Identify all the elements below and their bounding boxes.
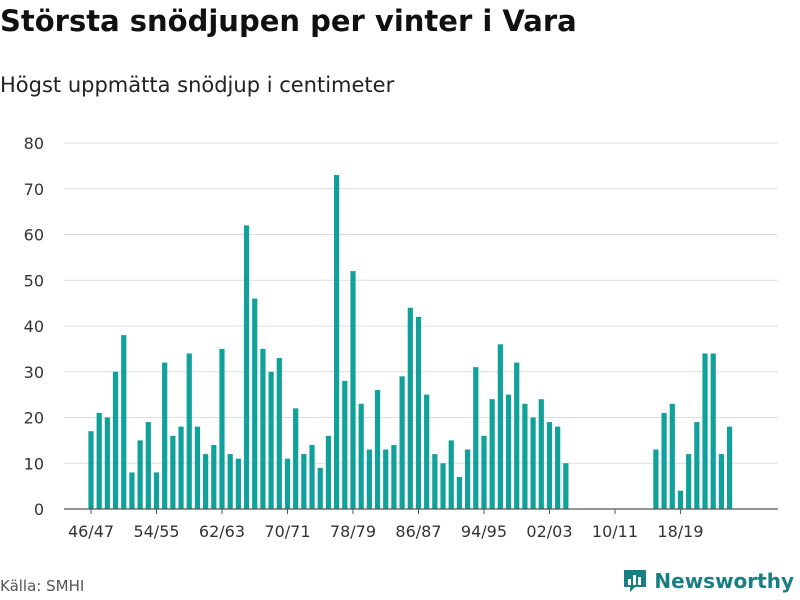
bar: 85/86: 44 xyxy=(407,307,413,509)
y-axis-ticks: 0 10 20 30 40 50 60 70 80 xyxy=(24,134,44,519)
y-tick-label: 70 xyxy=(24,180,44,199)
x-tick-label: 86/87 xyxy=(395,522,441,541)
bar: 48/49: 20 xyxy=(104,417,110,509)
bar: 69/70: 33 xyxy=(276,358,282,509)
bar: 73/74: 14 xyxy=(309,444,315,509)
bar: 86/87: 42 xyxy=(415,316,422,509)
bar: 16/17: 21 xyxy=(661,412,667,509)
bar: 00/01: 20 xyxy=(530,417,536,509)
bar: 81/82: 26 xyxy=(374,390,381,509)
bars: 46/47: 1747/48: 2148/49: 2049/50: 3050/5… xyxy=(88,175,733,510)
bar: 83/84: 14 xyxy=(391,444,397,509)
bar: 58/59: 34 xyxy=(186,353,192,509)
bar: 19/20: 12 xyxy=(686,454,692,509)
bar-chart: 0 10 20 30 40 50 60 70 80 46/47: 1747/48: 2148/4… xyxy=(24,134,778,541)
x-tick-label: 46/47 xyxy=(68,522,114,541)
bar: 78/79: 52 xyxy=(350,271,356,509)
source-note: Källa: SMHI xyxy=(0,577,85,595)
bar: 94/95: 16 xyxy=(481,435,487,509)
x-tick-label: 18/19 xyxy=(657,522,703,541)
x-tick-label: 54/55 xyxy=(133,522,179,541)
bar: 87/88: 25 xyxy=(424,394,430,510)
bar: 88/89: 12 xyxy=(432,454,438,509)
bar: 53/54: 19 xyxy=(145,422,151,509)
y-tick-label: 30 xyxy=(24,363,44,382)
bar: 71/72: 22 xyxy=(293,408,299,509)
bar: 50/51: 38 xyxy=(121,335,127,509)
bar: 98/99: 32 xyxy=(514,362,520,509)
bar: 03/04: 18 xyxy=(555,426,561,509)
bar: 65/66: 62 xyxy=(243,225,250,509)
bar: 84/85: 29 xyxy=(399,376,405,509)
x-tick-label: 70/71 xyxy=(264,522,310,541)
brand-logo: Newsworthy xyxy=(622,568,794,594)
bar: 72/73: 12 xyxy=(301,454,307,509)
bar: 15/16: 13 xyxy=(653,449,659,509)
bar: 75/76: 16 xyxy=(325,435,332,509)
y-tick-label: 60 xyxy=(24,226,44,245)
bar: 04/05: 10 xyxy=(563,463,569,509)
bar: 95/96: 24 xyxy=(489,399,495,509)
brand-name: Newsworthy xyxy=(654,569,794,593)
bar: 96/97: 36 xyxy=(497,344,503,509)
x-tick-label: 10/11 xyxy=(592,522,638,541)
bar: 61/62: 14 xyxy=(211,444,217,509)
bar: 64/65: 11 xyxy=(235,458,241,509)
bar: 01/02: 24 xyxy=(538,399,544,509)
bar: 22/23: 34 xyxy=(710,353,716,509)
x-axis: 46/47 54/55 62/63 70/71 78/79 86/87 94/95 02/03… xyxy=(64,508,778,541)
bar: 92/93: 13 xyxy=(465,449,471,509)
x-tick-label: 02/03 xyxy=(526,522,572,541)
bar: 56/57: 16 xyxy=(170,435,176,509)
y-tick-label: 10 xyxy=(24,454,44,473)
x-tick-label: 78/79 xyxy=(330,522,376,541)
bar: 91/92: 7 xyxy=(456,476,463,509)
bar: 62/63: 35 xyxy=(219,348,225,510)
bar: 93/94: 31 xyxy=(473,367,479,509)
bar: 17/18: 23 xyxy=(669,403,675,509)
x-tick-label: 62/63 xyxy=(199,522,245,541)
x-tick-label: 94/95 xyxy=(461,522,507,541)
chart-title: Största snödjupen per vinter i Vara xyxy=(0,4,577,38)
bar: 97/98: 25 xyxy=(505,394,512,510)
bar: 79/80: 23 xyxy=(358,403,364,509)
bar: 46/47: 17 xyxy=(88,431,94,509)
bar: 52/53: 15 xyxy=(137,440,143,510)
y-tick-label: 0 xyxy=(34,500,44,519)
bar: undefined: 18 xyxy=(726,426,733,509)
bar: 20/21: 19 xyxy=(694,422,700,509)
bar: 68/69: 30 xyxy=(268,371,274,509)
y-tick-label: 40 xyxy=(24,317,44,336)
bar: 90/91: 15 xyxy=(448,440,454,510)
y-tick-label: 20 xyxy=(24,409,44,428)
bar: 54/55: 8 xyxy=(153,472,160,509)
bar: 89/90: 10 xyxy=(440,463,446,509)
bar: 80/81: 13 xyxy=(366,449,372,509)
bar: 60/61: 12 xyxy=(203,454,209,509)
bar: 99/00: 23 xyxy=(522,403,528,509)
bar: 66/67: 46 xyxy=(252,298,258,509)
bar: 63/64: 12 xyxy=(227,454,233,509)
bar: 77/78: 28 xyxy=(342,380,348,509)
bar: 59/60: 18 xyxy=(194,426,201,509)
bar: 76/77: 73 xyxy=(334,175,340,509)
y-tick-label: 50 xyxy=(24,271,44,290)
newsworthy-logo-icon xyxy=(624,570,647,592)
y-tick-label: 80 xyxy=(24,134,44,153)
bar: 23/24: 12 xyxy=(718,454,724,509)
bar: 47/48: 21 xyxy=(96,412,102,509)
bar: 70/71: 11 xyxy=(284,458,291,509)
bar: 55/56: 32 xyxy=(162,362,168,509)
bar: 67/68: 35 xyxy=(260,348,266,510)
bar: 21/22: 34 xyxy=(702,353,708,509)
bar: 49/50: 30 xyxy=(112,371,119,509)
bar: 51/52: 8 xyxy=(129,472,135,509)
bar: 57/58: 18 xyxy=(178,426,184,509)
bar: 82/83: 13 xyxy=(383,449,389,509)
bar: 74/75: 9 xyxy=(317,467,323,509)
bar: 18/19: 4 xyxy=(677,490,684,509)
chart-subtitle: Högst uppmätta snödjup i centimeter xyxy=(0,73,395,97)
bar: 02/03: 19 xyxy=(546,422,553,509)
